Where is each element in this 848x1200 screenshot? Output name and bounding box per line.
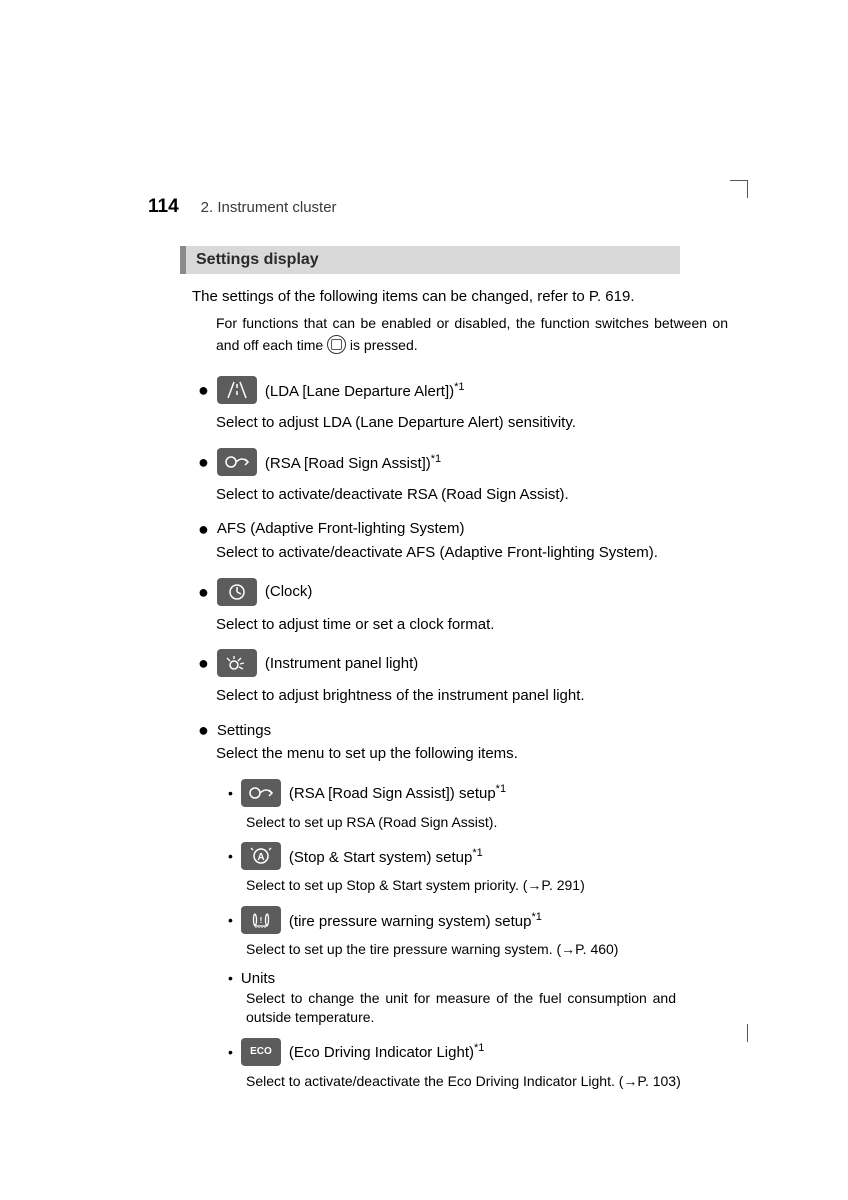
page-number: 114 — [148, 196, 179, 218]
afs-label: AFS (Adaptive Front-lighting System) — [217, 520, 465, 537]
afs-desc: Select to activate/deactivate AFS (Adapt… — [216, 542, 728, 564]
units-label: Units — [241, 970, 275, 987]
sub-eco: • ECO (Eco Driving Indicator Light)*1 — [228, 1038, 728, 1066]
panel-light-desc: Select to adjust brightness of the instr… — [216, 685, 728, 707]
item-panel-light: ● (Instrument panel light) — [198, 649, 728, 677]
tire-desc: Select to set up the tire pressure warni… — [246, 940, 728, 960]
note-before: For functions that can be enabled or dis… — [216, 315, 728, 353]
rsa-label: (RSA [Road Sign Assist])*1 — [265, 453, 441, 472]
rsa-desc: Select to activate/deactivate RSA (Road … — [216, 484, 728, 506]
bullet-icon: ● — [198, 583, 209, 601]
section-heading: Settings display — [180, 246, 680, 274]
crop-mark-br — [746, 1024, 748, 1042]
bullet-icon: ● — [198, 520, 209, 538]
sub-bullet-icon: • — [228, 1044, 233, 1060]
stopstart-icon: A — [241, 842, 281, 870]
lda-icon — [217, 376, 257, 404]
svg-text:A: A — [257, 852, 264, 863]
tire-icon: ! — [241, 906, 281, 934]
page-header: 114 2. Instrument cluster — [148, 196, 728, 218]
svg-text:!: ! — [260, 916, 263, 925]
lda-desc: Select to adjust LDA (Lane Departure Ale… — [216, 412, 728, 434]
sub-bullet-icon: • — [228, 970, 233, 986]
item-afs: ● AFS (Adaptive Front-lighting System) — [198, 520, 728, 538]
bullet-icon: ● — [198, 721, 209, 739]
lda-label: (LDA [Lane Departure Alert])*1 — [265, 381, 465, 400]
intro-text: The settings of the following items can … — [192, 288, 728, 305]
rsa-icon — [217, 448, 257, 476]
crop-mark-tr — [730, 180, 748, 198]
stopstart-label: (Stop & Start system) setup*1 — [289, 847, 483, 866]
note-after: is pressed. — [346, 337, 418, 353]
arrow-icon: → — [561, 941, 575, 957]
sub-bullet-icon: • — [228, 912, 233, 928]
disp-button-icon — [327, 335, 346, 354]
clock-desc: Select to adjust time or set a clock for… — [216, 614, 728, 636]
bullet-icon: ● — [198, 381, 209, 399]
rsa-setup-icon — [241, 779, 281, 807]
clock-label: (Clock) — [265, 583, 313, 600]
bullet-icon: ● — [198, 453, 209, 471]
sub-bullet-icon: • — [228, 848, 233, 864]
arrow-icon: → — [623, 1073, 637, 1089]
rsa-setup-desc: Select to set up RSA (Road Sign Assist). — [246, 813, 728, 833]
function-note: For functions that can be enabled or dis… — [216, 313, 728, 356]
chapter-title: 2. Instrument cluster — [201, 199, 337, 216]
settings-desc: Select the menu to set up the following … — [216, 743, 728, 765]
item-rsa: ● (RSA [Road Sign Assist])*1 — [198, 448, 728, 476]
tire-label: (tire pressure warning system) setup*1 — [289, 911, 542, 930]
sub-bullet-icon: • — [228, 785, 233, 801]
item-settings: ● Settings — [198, 721, 728, 739]
eco-icon: ECO — [241, 1038, 281, 1066]
sub-units: • Units — [228, 970, 728, 987]
panel-light-label: (Instrument panel light) — [265, 655, 418, 672]
rsa-setup-label: (RSA [Road Sign Assist]) setup*1 — [289, 783, 506, 802]
item-lda: ● (LDA [Lane Departure Alert])*1 — [198, 376, 728, 404]
units-desc: Select to change the unit for measure of… — [246, 989, 676, 1028]
eco-label: (Eco Driving Indicator Light)*1 — [289, 1042, 484, 1061]
panel-light-icon — [217, 649, 257, 677]
page-content: 114 2. Instrument cluster Settings displ… — [148, 196, 728, 1101]
stopstart-desc: Select to set up Stop & Start system pri… — [246, 876, 728, 896]
eco-desc: Select to activate/deactivate the Eco Dr… — [246, 1072, 728, 1092]
sub-rsa-setup: • (RSA [Road Sign Assist]) setup*1 — [228, 779, 728, 807]
item-clock: ● (Clock) — [198, 578, 728, 606]
bullet-icon: ● — [198, 654, 209, 672]
arrow-icon: → — [527, 877, 541, 893]
sub-stopstart: • A (Stop & Start system) setup*1 — [228, 842, 728, 870]
clock-icon — [217, 578, 257, 606]
sub-tire: • ! (tire pressure warning system) setup… — [228, 906, 728, 934]
settings-label: Settings — [217, 722, 271, 739]
